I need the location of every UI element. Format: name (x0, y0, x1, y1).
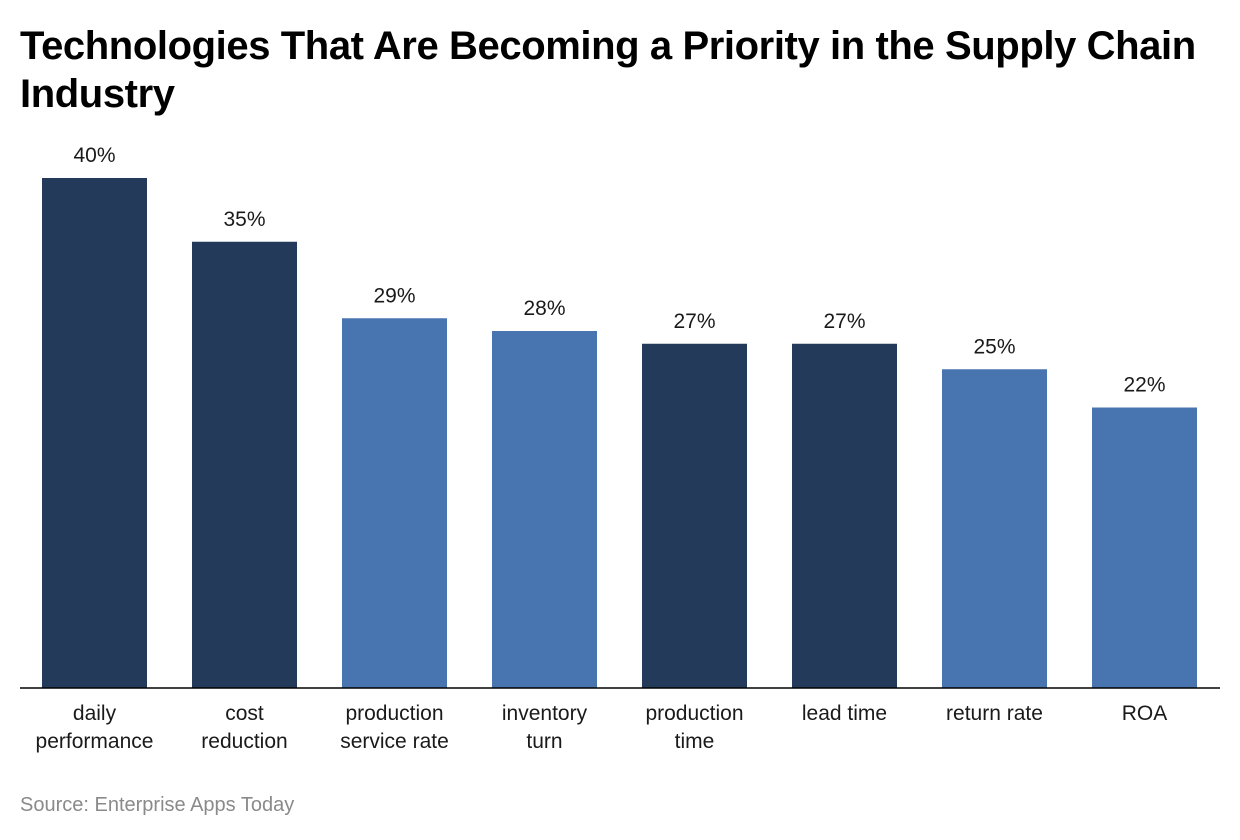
category-label-0: daily performance (36, 702, 154, 753)
bar-4 (642, 343, 747, 688)
bar-0 (42, 178, 147, 688)
bar-3 (492, 331, 597, 688)
category-label-5: lead time (802, 702, 887, 725)
bars-group (42, 178, 1197, 688)
bar-chart: 40% 35% 29% 28% 27% 27% 25% 22% daily performanc… (20, 144, 1220, 753)
category-label-7: ROA (1122, 702, 1168, 725)
value-label-4: 27% (673, 310, 715, 333)
value-label-0: 40% (73, 144, 115, 167)
value-label-7: 22% (1123, 374, 1165, 397)
category-label-2: production service rate (340, 702, 449, 753)
category-label-1: cost reduction (201, 702, 287, 753)
bar-1 (192, 241, 297, 688)
bar-5 (792, 343, 897, 688)
bar-6 (942, 369, 1047, 688)
value-label-1: 35% (223, 208, 265, 231)
category-label-3: inventory turn (502, 702, 588, 753)
category-label-4: production time (645, 702, 743, 753)
chart-title: Technologies That Are Becoming a Priorit… (20, 24, 1196, 116)
value-label-6: 25% (973, 335, 1015, 358)
value-label-5: 27% (823, 310, 865, 333)
bar-7 (1092, 407, 1197, 688)
value-labels-group: 40% 35% 29% 28% 27% 27% 25% 22% (73, 144, 1165, 397)
category-labels-group: daily performance cost reduction production s… (36, 702, 1168, 753)
value-label-3: 28% (523, 297, 565, 320)
category-label-6: return rate (946, 702, 1043, 725)
source-note: Source: Enterprise Apps Today (20, 794, 295, 816)
bar-2 (342, 318, 447, 688)
value-label-2: 29% (373, 284, 415, 307)
